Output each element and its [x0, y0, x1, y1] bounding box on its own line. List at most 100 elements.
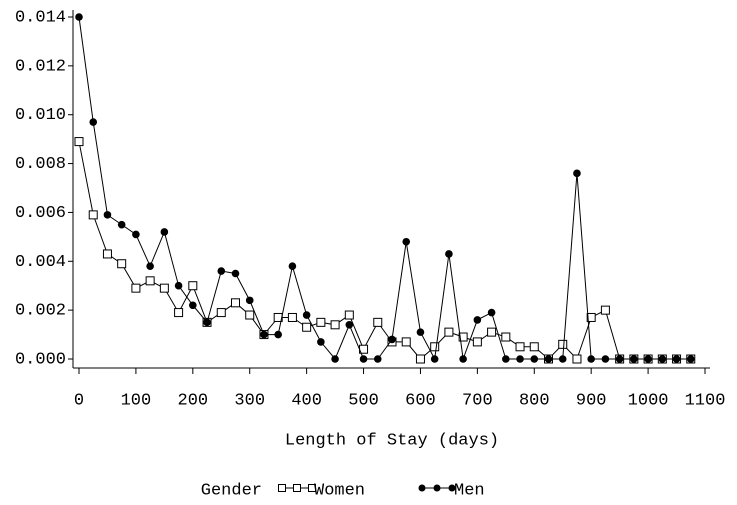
- legend-marker: [293, 484, 301, 492]
- point: [188, 281, 198, 291]
- y-tick-label: 0.012: [15, 57, 66, 76]
- legend-marker: [418, 484, 426, 492]
- point: [344, 310, 354, 320]
- point: [160, 228, 169, 236]
- legend-label: Women: [314, 481, 365, 500]
- point: [331, 355, 339, 363]
- point: [530, 355, 539, 363]
- point: [630, 355, 638, 363]
- point: [487, 308, 496, 317]
- y-tick-label: 0.010: [15, 106, 66, 125]
- point: [231, 269, 240, 278]
- point: [430, 342, 440, 352]
- point: [145, 276, 155, 286]
- x-tick-label: 300: [234, 391, 265, 410]
- point: [558, 355, 567, 363]
- point: [159, 283, 169, 293]
- point: [373, 317, 383, 327]
- legend-marker: [433, 484, 441, 492]
- point: [117, 220, 126, 229]
- point: [174, 308, 184, 318]
- point: [445, 250, 453, 258]
- point: [416, 328, 425, 336]
- y-tick-label: 0.008: [15, 155, 66, 174]
- point: [274, 330, 282, 339]
- point: [501, 332, 511, 342]
- point: [216, 308, 226, 318]
- point: [288, 262, 297, 270]
- point: [345, 321, 354, 329]
- point: [401, 337, 411, 347]
- point: [132, 230, 140, 239]
- point: [644, 355, 652, 363]
- point: [686, 355, 695, 363]
- x-tick-label: 0: [74, 391, 84, 410]
- point: [544, 355, 553, 363]
- point: [317, 338, 325, 346]
- point: [316, 317, 326, 327]
- point: [444, 327, 454, 337]
- x-tick-label: 900: [576, 391, 607, 410]
- point: [601, 355, 610, 363]
- y-tick-label: 0.014: [15, 8, 66, 27]
- point: [302, 311, 311, 319]
- series-line: [78, 16, 691, 361]
- point: [287, 312, 297, 322]
- legend-marker: [308, 484, 316, 492]
- point: [600, 305, 610, 315]
- legend-title: Gender: [201, 481, 262, 500]
- point: [89, 118, 98, 126]
- point: [672, 355, 681, 363]
- y-tick-label: 0.004: [15, 253, 66, 272]
- point: [88, 210, 98, 220]
- point: [587, 355, 595, 363]
- point: [302, 322, 312, 332]
- point: [529, 342, 539, 352]
- point: [217, 267, 226, 275]
- legend-marker: [448, 484, 456, 492]
- x-tick-label: 200: [178, 391, 209, 410]
- point: [103, 211, 112, 219]
- point: [75, 13, 83, 21]
- point: [117, 259, 127, 269]
- series-line: [78, 141, 691, 360]
- point: [573, 169, 581, 178]
- point: [330, 320, 340, 330]
- point: [473, 316, 482, 324]
- x-tick-label: 600: [405, 391, 436, 410]
- point: [146, 262, 154, 270]
- x-tick-label: 1000: [628, 391, 669, 410]
- point: [245, 296, 254, 305]
- x-tick-label: 500: [348, 391, 379, 410]
- point: [487, 327, 497, 337]
- point: [260, 330, 268, 339]
- point: [658, 355, 667, 363]
- y-tick-label: 0.000: [15, 350, 66, 369]
- point: [231, 298, 240, 308]
- x-tick-label: 800: [519, 391, 550, 410]
- point: [359, 355, 368, 363]
- point: [502, 355, 510, 363]
- point: [415, 354, 425, 364]
- point: [459, 355, 467, 363]
- point: [516, 355, 524, 363]
- x-tick-label: 700: [462, 391, 493, 410]
- point: [203, 318, 211, 327]
- x-tick-label: 1100: [685, 391, 726, 410]
- point: [189, 301, 197, 310]
- y-tick-label: 0.002: [15, 302, 66, 321]
- point: [102, 249, 112, 259]
- point: [402, 237, 411, 246]
- x-axis-title: Length of Stay (days): [285, 431, 499, 450]
- point: [245, 310, 255, 320]
- point: [515, 342, 525, 352]
- legend-marker: [278, 484, 286, 492]
- point: [586, 312, 596, 322]
- point: [472, 337, 482, 347]
- point: [373, 355, 382, 363]
- x-tick-label: 100: [121, 391, 152, 410]
- point: [74, 137, 84, 147]
- point: [572, 354, 582, 364]
